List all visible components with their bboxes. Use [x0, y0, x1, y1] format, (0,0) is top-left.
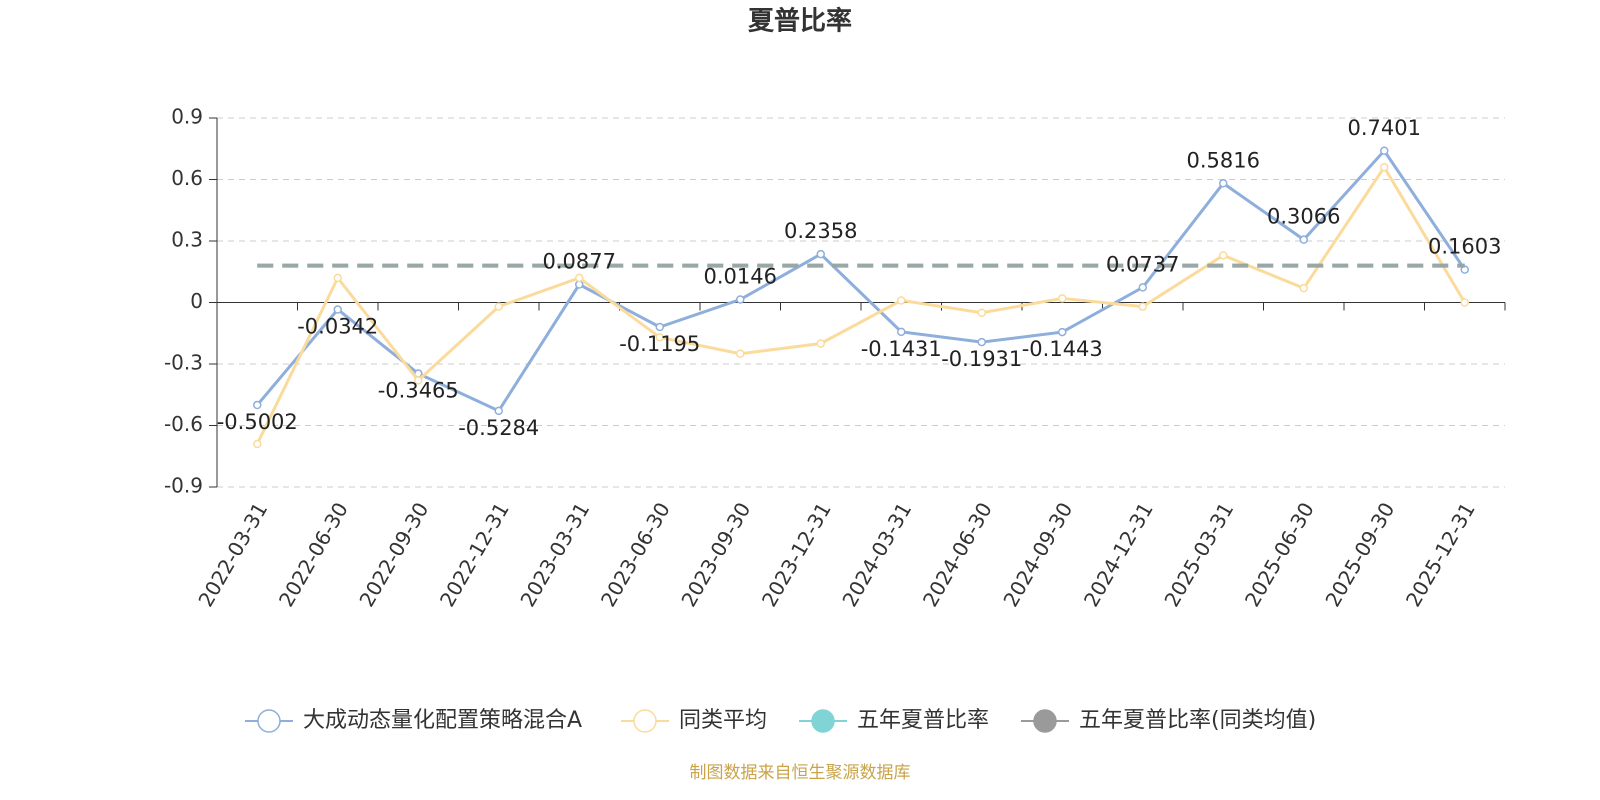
data-label: -0.5002	[217, 410, 298, 434]
point	[1058, 294, 1067, 303]
legend-label: 五年夏普比率	[857, 708, 989, 733]
legend-marker	[633, 709, 657, 733]
point	[1299, 283, 1308, 293]
x-tick-label: 2025-09-30	[1320, 498, 1399, 611]
x-tick-label: 2024-06-30	[918, 498, 997, 611]
legend-marker	[1033, 709, 1057, 733]
point	[1460, 298, 1469, 307]
data-label: 0.2358	[784, 219, 857, 243]
x-tick-label: 2023-06-30	[596, 498, 675, 611]
chart-title: 夏普比率	[748, 6, 852, 37]
point	[816, 249, 825, 259]
point	[1380, 162, 1389, 172]
point	[575, 273, 584, 283]
data-label: -0.5284	[458, 416, 539, 440]
point	[414, 376, 423, 385]
legend-label: 同类平均	[679, 708, 767, 733]
x-tick-label: 2025-12-31	[1401, 498, 1480, 611]
y-tick-label: 0.3	[171, 228, 203, 252]
x-tick-label: 2025-03-31	[1159, 498, 1238, 611]
data-label: -0.1443	[1022, 337, 1103, 361]
legend-label: 五年夏普比率(同类均值)	[1079, 708, 1316, 733]
point	[1299, 235, 1308, 244]
point	[1058, 327, 1067, 337]
point	[333, 273, 342, 283]
point	[655, 333, 664, 342]
point	[494, 302, 503, 311]
y-tick-label: 0.6	[171, 166, 203, 190]
point	[897, 327, 906, 337]
legend-marker	[811, 709, 835, 733]
x-tick-label: 2022-09-30	[354, 498, 433, 611]
data-label: -0.1195	[619, 332, 700, 356]
data-label: 0.3066	[1267, 205, 1340, 229]
y-tick-label: 0.9	[171, 105, 203, 129]
point	[1138, 283, 1147, 292]
point	[1219, 251, 1228, 260]
series-line	[255, 164, 1467, 445]
x-tick-label: 2023-03-31	[515, 498, 594, 611]
data-label: 0.0146	[704, 265, 777, 289]
point	[816, 339, 825, 348]
point	[333, 305, 342, 314]
point	[977, 308, 986, 317]
x-tick-label: 2023-09-30	[676, 498, 755, 611]
data-label: -0.3465	[378, 379, 459, 403]
point	[736, 349, 745, 358]
x-tick-label: 2022-06-30	[274, 498, 353, 611]
point	[1219, 179, 1228, 188]
point	[736, 295, 745, 304]
point	[1380, 146, 1389, 156]
y-tick-label: 0	[190, 289, 203, 313]
x-tick-label: 2023-12-31	[757, 498, 836, 611]
data-label: 0.5816	[1187, 148, 1260, 172]
x-tick-label: 2024-12-31	[1079, 498, 1158, 611]
y-tick-label: -0.9	[164, 474, 203, 498]
legend-marker	[257, 709, 281, 733]
legend-label: 大成动态量化配置策略混合A	[303, 708, 582, 733]
data-label: -0.1431	[861, 337, 942, 361]
point	[253, 439, 262, 449]
point	[977, 337, 986, 347]
y-tick-label: -0.6	[164, 412, 203, 436]
data-label: 0.0737	[1106, 252, 1179, 276]
source-note: 制图数据来自恒生聚源数据库	[690, 763, 911, 783]
x-tick-label: 2024-03-31	[837, 498, 916, 611]
x-tick-label: 2022-03-31	[193, 498, 272, 611]
point	[494, 406, 503, 416]
data-label: 0.7401	[1348, 116, 1421, 140]
point	[897, 296, 906, 305]
y-tick-label: -0.3	[164, 351, 203, 375]
x-tick-label: 2024-09-30	[998, 498, 1077, 611]
data-label: 0.0877	[543, 250, 616, 274]
data-label: 0.1603	[1428, 235, 1501, 259]
point	[253, 400, 262, 410]
x-tick-label: 2025-06-30	[1240, 498, 1319, 611]
point	[655, 322, 664, 332]
point	[1138, 302, 1147, 311]
data-label: -0.0342	[297, 315, 378, 339]
series-line	[256, 148, 1466, 413]
x-tick-label: 2022-12-31	[435, 498, 514, 611]
data-label: -0.1931	[941, 347, 1022, 371]
